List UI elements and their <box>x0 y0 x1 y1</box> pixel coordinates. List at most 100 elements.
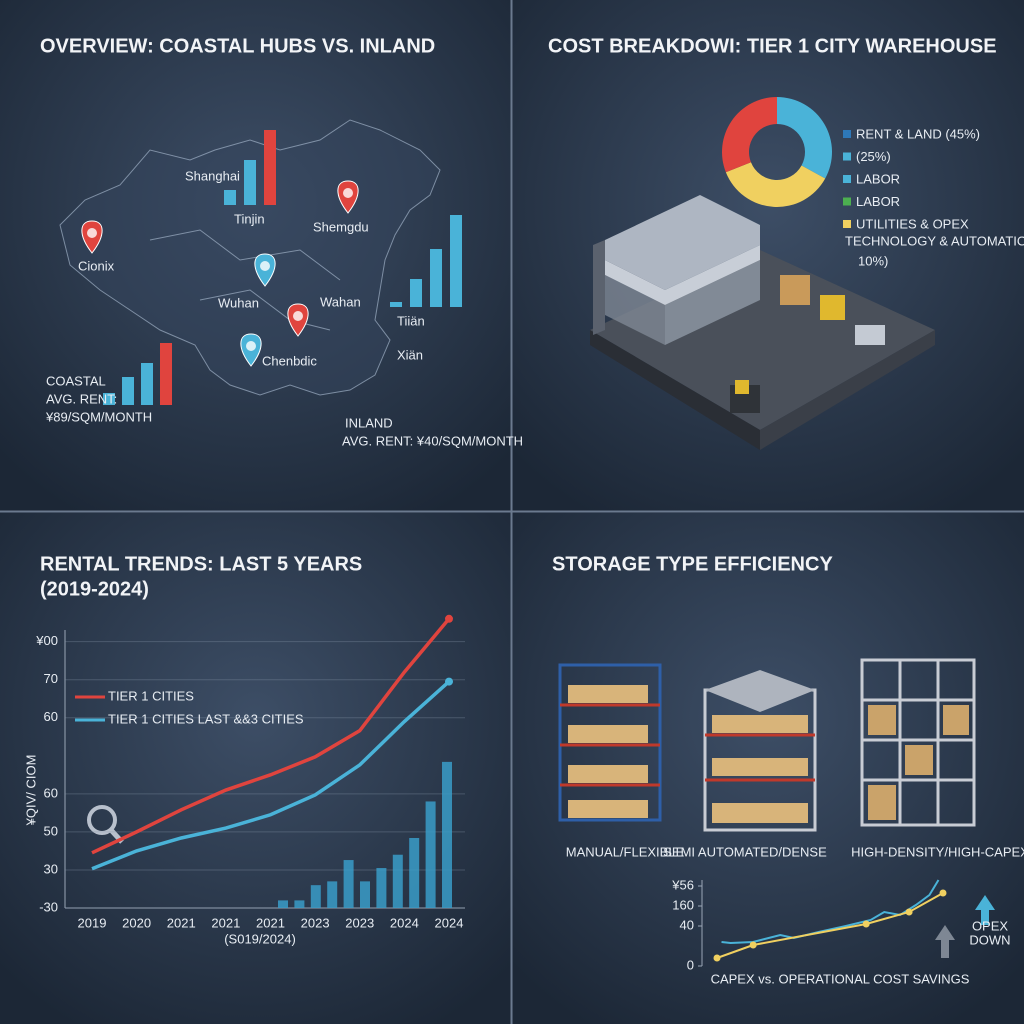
chart-caption: CAPEX vs. OPERATIONAL COST SAVINGS <box>711 971 970 986</box>
donut-slice <box>777 97 832 179</box>
annotation: DOWN <box>969 932 1010 947</box>
point <box>749 941 757 949</box>
city-label: Tinjin <box>234 211 265 226</box>
bar <box>360 881 370 908</box>
legend-label: TIER 1 CITIES <box>108 688 194 703</box>
y-tick-label: 160 <box>672 897 694 912</box>
bar <box>392 854 403 908</box>
coastal-note: COASTAL <box>46 373 106 388</box>
city-label: Tiiän <box>397 313 425 328</box>
magnifier-icon <box>87 805 117 835</box>
legend-label: LABOR <box>856 194 900 209</box>
legend-label: (25%) <box>856 149 891 164</box>
y-tick-label: ¥00 <box>35 633 58 648</box>
legend-label: UTILITIES & OPEX <box>856 216 969 231</box>
bar <box>278 900 288 908</box>
y-tick-label: 40 <box>680 917 694 932</box>
panel-title: OVERVIEW: COASTAL HUBS VS. INLAND <box>40 35 435 57</box>
inland-note: INLAND <box>345 415 393 430</box>
y-tick-label: 60 <box>44 785 58 800</box>
y-tick-label: 60 <box>44 709 58 724</box>
coastal-note: AVG. RENT: <box>46 391 117 406</box>
y-tick-label: 30 <box>44 861 58 876</box>
point <box>862 920 870 928</box>
inland-note: AVG. RENT: ¥40/SQM/MONTH <box>342 433 523 448</box>
rack-label: SEMI AUTOMATED/DENSE <box>663 844 827 859</box>
arrow-icon <box>935 925 955 958</box>
point <box>445 614 453 623</box>
map-pin <box>343 188 353 198</box>
legend-label: RENT & LAND (45%) <box>856 126 980 141</box>
y-tick-label: 50 <box>44 823 58 838</box>
x-tick-label: 2020 <box>122 915 151 930</box>
panel-subtitle: (2019-2024) <box>40 578 149 600</box>
y-tick-label: ¥56 <box>671 877 694 892</box>
city-label: Chenbdic <box>262 353 317 368</box>
panel-title: RENTAL TRENDS: LAST 5 YEARS <box>40 553 362 575</box>
point <box>713 954 721 962</box>
legend-swatch <box>843 220 851 228</box>
y-tick-label: 70 <box>44 671 58 686</box>
bar <box>376 868 387 908</box>
x-axis-label: (S019/2024) <box>224 931 296 946</box>
legend-swatch <box>843 175 851 183</box>
mini-bar <box>430 249 442 307</box>
bar <box>327 881 338 908</box>
city-label: Wuhan <box>218 295 259 310</box>
rack-label: MANUAL/FLEXIBLE <box>566 844 685 859</box>
legend-label: TIER 1 CITIES LAST &&3 CITIES <box>108 711 304 726</box>
mini-bar <box>160 343 172 405</box>
city-label: Wahan <box>320 294 361 309</box>
mini-bar <box>103 393 115 405</box>
panel-title: STORAGE TYPE EFFICIENCY <box>552 553 833 575</box>
city-label: Shemgdu <box>313 219 369 234</box>
x-tick-label: 2021 <box>256 915 285 930</box>
city-label: Shanghai <box>185 168 240 183</box>
legend-note: TECHNOLOGY & AUTOMATION <box>845 233 1024 248</box>
mini-bar <box>141 363 153 405</box>
point <box>445 677 453 686</box>
donut-slice <box>725 162 826 207</box>
x-tick-label: 2021 <box>211 915 240 930</box>
series-line <box>91 617 451 855</box>
point <box>905 908 913 916</box>
bar <box>294 900 305 908</box>
x-tick-label: 2023 <box>345 915 374 930</box>
x-tick-label: 2019 <box>78 915 107 930</box>
panel-bg <box>0 513 511 1024</box>
x-tick-label: 2021 <box>167 915 196 930</box>
city-label: Cionix <box>78 258 115 273</box>
legend-swatch <box>843 130 851 138</box>
annotation: OPEX <box>972 918 1008 933</box>
mini-bar <box>122 377 134 405</box>
bar <box>409 837 420 908</box>
legend-note: 10%) <box>858 253 888 268</box>
mini-bar <box>264 130 276 205</box>
coastal-note: ¥89/SQM/MONTH <box>45 409 152 424</box>
mini-bar <box>390 302 402 307</box>
rack-label: HIGH-DENSITY/HIGH-CAPEX <box>851 844 1024 859</box>
point <box>939 889 947 897</box>
legend-swatch <box>843 152 851 161</box>
y-tick-label: 0 <box>687 957 694 972</box>
y-axis-label: ¥QIV/ CIOM <box>23 755 38 827</box>
x-tick-label: 2024 <box>435 915 464 930</box>
bar <box>442 761 452 908</box>
bar <box>425 801 436 908</box>
donut-slice <box>722 97 777 173</box>
series-line <box>91 680 451 871</box>
city-label: Xiän <box>397 347 423 362</box>
map-pin <box>260 261 270 271</box>
bar <box>343 860 354 908</box>
warehouse-illustration <box>590 195 935 450</box>
bar <box>310 885 321 908</box>
map-pin <box>87 228 97 238</box>
legend-label: LABOR <box>856 171 900 186</box>
mini-bar <box>450 215 462 307</box>
panel-title: COST BREAKDOWI: TIER 1 CITY WAREHOUSE <box>548 35 997 57</box>
mini-bar <box>224 190 236 205</box>
y-tick-label: -30 <box>39 899 58 914</box>
map-pin <box>293 311 303 321</box>
x-tick-label: 2023 <box>301 915 330 930</box>
x-tick-label: 2024 <box>390 915 419 930</box>
